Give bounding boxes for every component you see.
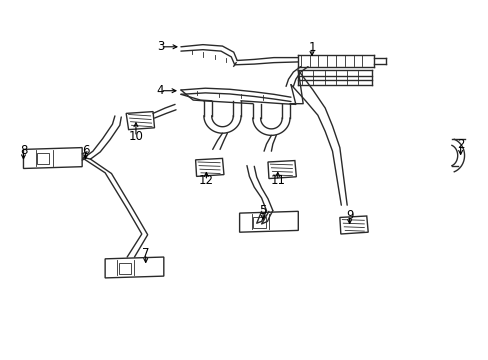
Text: 7: 7: [142, 247, 149, 260]
Text: 11: 11: [270, 174, 285, 187]
Text: 8: 8: [20, 144, 27, 157]
Bar: [37, 153, 49, 164]
Text: 6: 6: [81, 144, 89, 157]
Text: 9: 9: [345, 209, 353, 222]
Text: 2: 2: [456, 138, 464, 150]
Text: 4: 4: [156, 84, 164, 97]
Text: 12: 12: [199, 174, 213, 187]
Text: 3: 3: [156, 40, 164, 53]
Bar: [119, 263, 131, 274]
Text: 1: 1: [307, 41, 315, 54]
Text: 5: 5: [259, 204, 266, 217]
Bar: [253, 217, 265, 228]
Text: 10: 10: [128, 130, 143, 143]
